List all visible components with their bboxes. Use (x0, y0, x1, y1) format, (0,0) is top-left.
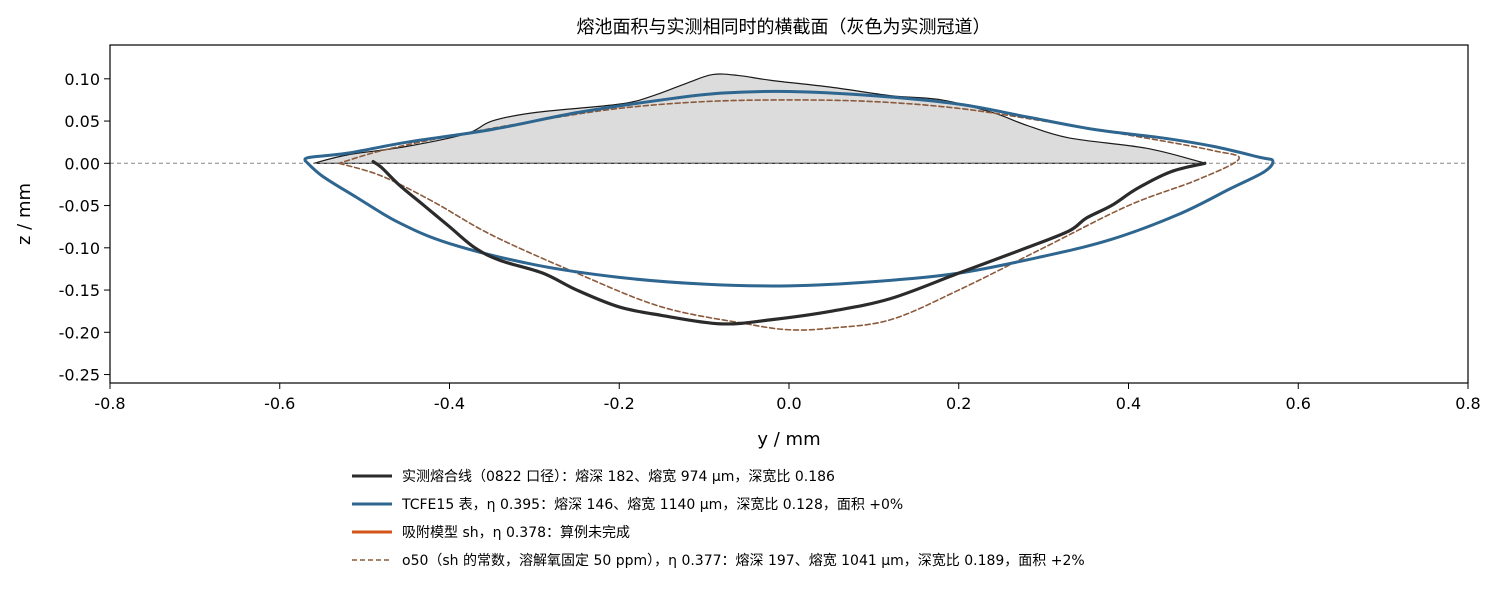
x-axis-label: y / mm (757, 429, 820, 450)
y-tick-label: 0.10 (64, 70, 100, 89)
legend-label-adsorption: 吸附模型 sh，η 0.378：算例未完成 (402, 525, 630, 541)
chart-title: 熔池面积与实测相同时的横截面（灰色为实测冠道） (577, 17, 991, 38)
y-tick-label: -0.25 (59, 366, 100, 385)
x-tick-label: -0.6 (264, 394, 295, 413)
y-tick-label: 0.00 (64, 154, 100, 173)
x-tick-label: 0.8 (1455, 394, 1480, 413)
legend-label-tcfe15: TCFE15 表，η 0.395：熔深 146、熔宽 1140 µm，深宽比 0… (401, 496, 903, 513)
series-measured-line (371, 160, 1207, 326)
y-tick-label: -0.20 (59, 323, 100, 342)
x-tick-label: 0.2 (946, 394, 971, 413)
x-tick-label: -0.4 (434, 394, 465, 413)
series-o50-line (338, 99, 1240, 331)
legend: 实测熔合线（0822 口径）：熔深 182、熔宽 974 µm，深宽比 0.18… (352, 468, 1085, 569)
y-tick-label: 0.05 (64, 112, 100, 131)
plot-area (110, 73, 1468, 331)
y-axis-label: z / mm (14, 183, 35, 245)
legend-label-o50: o50（sh 的常数，溶解氧固定 50 ppm），η 0.377：熔深 197、… (402, 552, 1085, 569)
x-tick-label: 0.0 (776, 394, 801, 413)
x-tick-label: 0.4 (1116, 394, 1141, 413)
y-tick-label: -0.05 (59, 197, 100, 216)
measured-crown-area (313, 73, 1206, 164)
series-tcfe15-line (303, 89, 1275, 288)
x-tick-label: -0.2 (604, 394, 635, 413)
axis-ticks: -0.8 -0.6 -0.4 -0.2 0.0 0.2 0.4 0.6 0.8 0.10 0.05 0… (59, 70, 1481, 413)
legend-label-measured: 实测熔合线（0822 口径）：熔深 182、熔宽 974 µm，深宽比 0.18… (402, 468, 835, 485)
x-tick-label: 0.6 (1286, 394, 1311, 413)
x-tick-label: -0.8 (94, 394, 125, 413)
y-tick-label: -0.10 (59, 239, 100, 258)
y-tick-label: -0.15 (59, 281, 100, 300)
